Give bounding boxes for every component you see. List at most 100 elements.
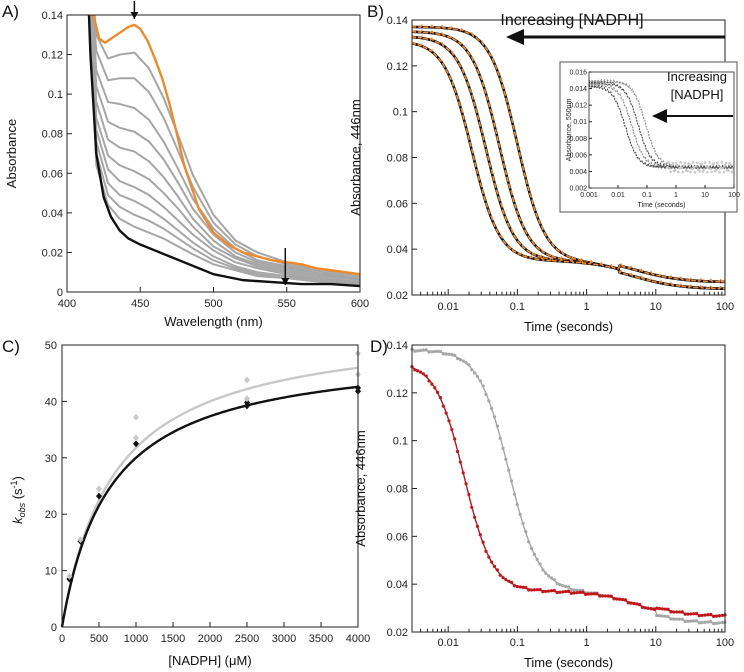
data-point-red xyxy=(646,606,650,610)
data-point-red xyxy=(541,590,545,594)
data-point-gray xyxy=(697,621,701,625)
inset-noise-point xyxy=(718,170,721,174)
data-point-red xyxy=(669,610,673,614)
data-point-gray xyxy=(532,552,536,556)
data-point-red xyxy=(524,585,528,590)
data-point-red xyxy=(518,585,522,589)
series-line-t7 xyxy=(89,15,360,284)
data-point-gray xyxy=(492,415,497,419)
data-point-gray xyxy=(515,502,519,507)
data-point-red xyxy=(555,590,559,595)
data-point-gray xyxy=(501,446,505,451)
data-point-red xyxy=(418,370,423,374)
data-point-red xyxy=(561,590,565,594)
series-line-reduced xyxy=(87,15,360,288)
inset-noise-point xyxy=(731,167,735,170)
y-tick-label: 0.14 xyxy=(42,10,63,22)
data-point-gray xyxy=(96,485,102,493)
data-point-red xyxy=(694,611,699,616)
panel-label: A) xyxy=(2,2,19,21)
data-point-red xyxy=(615,597,619,601)
inset-series-inset 1 xyxy=(588,78,734,169)
x-tick-label: 1 xyxy=(584,301,590,313)
inset-noise-point xyxy=(702,168,706,171)
y-axis-label-part: (s xyxy=(10,488,25,503)
data-point-red xyxy=(433,386,437,390)
data-point-red xyxy=(444,411,448,415)
data-point-gray xyxy=(552,578,556,582)
data-point-red xyxy=(592,592,596,596)
y-tick-label: 0.06 xyxy=(42,168,63,180)
data-point-red xyxy=(677,610,682,614)
arrow-head xyxy=(652,109,667,123)
data-point-red xyxy=(623,598,628,602)
inset-noise-point xyxy=(727,169,730,172)
data-point-red xyxy=(638,602,642,607)
panel-d: 0.01 0.1 1 10 100 0.02 0.04 0.06 0.08 0.1 0.12 0.14… xyxy=(353,337,734,670)
data-point-red xyxy=(413,368,417,372)
inset-annotation-line2: [NADPH] xyxy=(671,87,724,102)
data-point-gray xyxy=(692,619,696,623)
inset-noise-point xyxy=(708,161,711,164)
inset-x-tick-label: 1 xyxy=(674,192,678,199)
data-point-red xyxy=(470,505,474,510)
data-point-gray xyxy=(535,557,539,562)
x-tick-label: 4000 xyxy=(346,633,370,645)
data-point-red xyxy=(441,404,445,408)
inset-annotation-line1: Increasing xyxy=(667,69,727,84)
inset-noise-point xyxy=(722,170,726,174)
data-point-red xyxy=(504,578,508,582)
inset-y-tick-label: 0.006 xyxy=(569,152,587,159)
x-tick-label: 0.01 xyxy=(437,637,458,649)
y-axis-label-part: -1 xyxy=(9,480,19,488)
data-point-gray xyxy=(561,584,565,588)
y-tick-label: 0.02 xyxy=(387,627,408,639)
data-point-red xyxy=(458,460,462,464)
data-point-red xyxy=(683,612,687,616)
inset-noise-point xyxy=(676,164,679,167)
data-point-red xyxy=(720,613,724,617)
data-point-gray xyxy=(484,392,488,396)
data-point-gray xyxy=(464,361,468,365)
inset-noise-point xyxy=(696,161,699,164)
data-point-red xyxy=(649,607,653,611)
data-point-red xyxy=(618,597,622,601)
data-point-gray xyxy=(714,621,719,625)
data-point-red xyxy=(464,482,468,486)
data-point-red xyxy=(438,395,443,400)
data-point-red xyxy=(475,524,480,529)
y-tick-label: 0.08 xyxy=(387,153,408,165)
data-point-gray xyxy=(433,349,437,354)
data-point-gray xyxy=(566,585,571,589)
x-tick-label: 100 xyxy=(716,637,734,649)
y-tick-label: 50 xyxy=(45,340,57,352)
data-point-red xyxy=(455,449,460,454)
inset-noise-point xyxy=(709,167,712,171)
data-point-gray xyxy=(424,348,428,352)
data-point-gray xyxy=(133,413,139,421)
data-point-red xyxy=(529,588,534,592)
data-point-gray xyxy=(689,619,693,623)
data-point-red xyxy=(515,584,519,589)
data-point-gray xyxy=(538,562,542,566)
data-point-red xyxy=(609,594,613,598)
data-point-gray xyxy=(461,359,465,363)
x-tick-label: 10 xyxy=(650,637,662,649)
data-point-gray xyxy=(541,568,545,572)
data-point-gray xyxy=(544,571,548,575)
x-tick-label: 0.1 xyxy=(510,301,525,313)
data-point-red xyxy=(626,601,630,605)
x-axis-label: [NADPH] (μM) xyxy=(168,653,251,668)
data-point-red xyxy=(473,515,477,519)
data-point-gray xyxy=(657,614,662,618)
inset-noise-point xyxy=(689,170,692,174)
panel-label: B) xyxy=(367,2,384,21)
y-tick-label: 20 xyxy=(45,509,57,521)
data-point-red xyxy=(712,614,716,619)
data-point-black xyxy=(133,440,139,448)
inset-noise-point xyxy=(694,164,698,168)
series-line-t5 xyxy=(90,15,360,282)
data-point-gray xyxy=(455,356,460,361)
data-point-red xyxy=(453,437,457,441)
data-point-gray xyxy=(669,617,673,621)
